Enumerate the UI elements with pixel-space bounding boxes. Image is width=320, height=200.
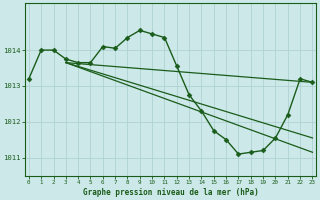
X-axis label: Graphe pression niveau de la mer (hPa): Graphe pression niveau de la mer (hPa) bbox=[83, 188, 259, 197]
